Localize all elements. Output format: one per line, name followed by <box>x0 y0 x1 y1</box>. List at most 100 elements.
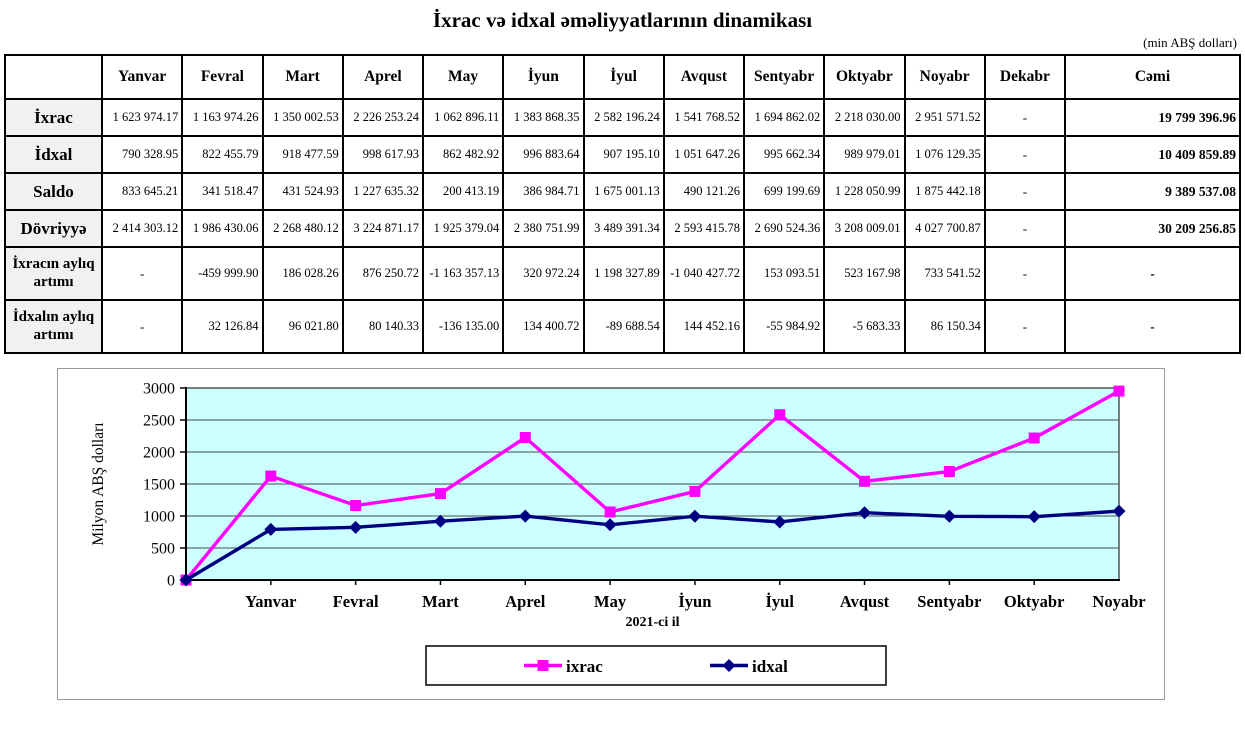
table-header: Yanvar Fevral Mart Aprel May İyun İyul Avqust Se… <box>4 54 1241 100</box>
column-header: Dekabr <box>983 54 1067 100</box>
row-label: İdxal <box>4 135 103 174</box>
value-cell: - <box>100 246 184 301</box>
value-cell: 1 163 974.26 <box>181 98 264 137</box>
y-tick-label: 500 <box>151 541 175 558</box>
value-cell: 2 380 751.99 <box>502 209 585 248</box>
value-cell: 2 268 480.12 <box>261 209 344 248</box>
value-cell: 86 150.34 <box>903 299 986 354</box>
ixrac-marker <box>689 485 701 497</box>
row-label: İdxalın aylıq artımı <box>4 299 103 354</box>
y-tick-label: 1000 <box>143 509 175 526</box>
value-cell: 1 076 129.35 <box>903 135 986 174</box>
value-cell: 1 986 430.06 <box>181 209 264 248</box>
idxal-marker <box>858 506 872 520</box>
value-cell: - <box>1064 299 1241 354</box>
x-tick-label: İyul <box>766 592 795 611</box>
x-tick-label: Oktyabr <box>1004 592 1065 611</box>
row-label: Saldo <box>4 172 103 211</box>
unit-note: (min ABŞ dolları) <box>1143 35 1237 50</box>
x-tick-label: Fevral <box>333 592 379 611</box>
value-cell: 1 875 442.18 <box>903 172 986 211</box>
idxal-marker <box>1112 504 1126 518</box>
value-cell: 2 218 030.00 <box>823 98 906 137</box>
value-cell: - <box>983 299 1067 354</box>
x-axis-labels: Yanvar Fevral Mart Aprel May İyun İyul Avqust Se… <box>245 580 1146 611</box>
column-header: Cəmi <box>1064 54 1241 100</box>
ixrac-marker <box>1028 432 1040 444</box>
column-header: İyun <box>502 54 585 100</box>
value-cell: 1 383 868.35 <box>502 98 585 137</box>
table-row: İxrac 1 623 974.17 1 163 974.26 1 350 002.5… <box>4 98 1241 137</box>
value-cell: -5 683.33 <box>823 299 906 354</box>
value-cell: 1 198 327.89 <box>582 246 665 301</box>
value-cell: - <box>983 98 1067 137</box>
x-tick-label: İyun <box>678 592 711 611</box>
column-header: İyul <box>582 54 665 100</box>
value-cell: 862 482.92 <box>421 135 505 174</box>
table-row: İdxalın aylıq artımı -32 126.84 96 021.80 8… <box>4 299 1241 354</box>
value-cell: 918 477.59 <box>261 135 344 174</box>
value-cell: 490 121.26 <box>662 172 746 211</box>
value-cell: 9 389 537.08 <box>1064 172 1241 211</box>
value-cell: 32 126.84 <box>181 299 264 354</box>
idxal-marker <box>264 522 278 536</box>
chart-legend: ixrac idxal <box>425 645 887 686</box>
row-label: İxracın aylıq artımı <box>4 246 103 301</box>
table-body: İxrac 1 623 974.17 1 163 974.26 1 350 002.5… <box>4 98 1241 354</box>
value-cell: 1 694 862.02 <box>742 98 826 137</box>
value-cell: 1 062 896.11 <box>421 98 505 137</box>
value-cell: 30 209 256.85 <box>1064 209 1241 248</box>
ixrac-marker <box>537 660 549 671</box>
value-cell: 144 452.16 <box>662 299 746 354</box>
value-cell: 2 414 303.12 <box>100 209 184 248</box>
column-header: Noyabr <box>903 54 986 100</box>
value-cell: 3 489 391.34 <box>582 209 665 248</box>
value-cell: 386 984.71 <box>502 172 585 211</box>
x-tick-label: Sentyabr <box>917 592 981 611</box>
page-title: İxrac və idxal əməliyyatlarının dinamika… <box>432 8 813 32</box>
value-cell: -136 135.00 <box>421 299 505 354</box>
y-tick-label: 1500 <box>143 477 175 494</box>
value-cell: 1 228 050.99 <box>823 172 906 211</box>
idxal-marker <box>942 509 956 523</box>
idxal-marker <box>349 520 363 534</box>
value-cell: 1 623 974.17 <box>100 98 184 137</box>
value-cell: 2 582 196.24 <box>582 98 665 137</box>
value-cell: 1 051 647.26 <box>662 135 746 174</box>
legend-item-ixrac: ixrac <box>524 657 603 676</box>
x-tick-label: Aprel <box>505 592 545 611</box>
value-cell: -1 163 357.13 <box>421 246 505 301</box>
value-cell: - <box>983 209 1067 248</box>
x-tick-label: May <box>594 592 627 611</box>
idxal-marker <box>518 509 532 523</box>
ixrac-marker <box>859 475 871 487</box>
ixrac-marker <box>604 506 616 518</box>
value-cell: 186 028.26 <box>261 246 344 301</box>
column-header: Yanvar <box>100 54 184 100</box>
y-tick-label: 2000 <box>143 445 175 462</box>
value-cell: 2 226 253.24 <box>341 98 425 137</box>
column-header: Oktyabr <box>823 54 906 100</box>
y-tick-label: 2500 <box>143 413 175 430</box>
column-header: Aprel <box>341 54 425 100</box>
table-row: İxracın aylıq artımı - -459 999.90 186 028.… <box>4 246 1241 301</box>
idxal-marker <box>433 514 447 528</box>
column-header: May <box>421 54 505 100</box>
value-cell: - <box>1064 246 1241 301</box>
value-cell: 3 208 009.01 <box>823 209 906 248</box>
ixrac-marker <box>265 470 277 482</box>
ixrac-marker <box>774 409 786 421</box>
column-header: Fevral <box>181 54 264 100</box>
x-tick-label: Avqust <box>840 592 890 611</box>
table-row: Dövriyyə 2 414 303.12 1 986 430.06 2 268 48… <box>4 209 1241 248</box>
x-tick-label: Noyabr <box>1092 592 1145 611</box>
legend-label: idxal <box>752 657 788 676</box>
legend-label: ixrac <box>566 657 603 676</box>
row-label: Dövriyyə <box>4 209 103 248</box>
value-cell: -1 040 427.72 <box>662 246 746 301</box>
chart-container: 0 500 1000 1500 2000 2500 3000 Yanvar Fevral Mart… <box>57 368 1165 700</box>
value-cell: 998 617.93 <box>341 135 425 174</box>
value-cell: -89 688.54 <box>582 299 665 354</box>
y-axis-title: Milyon ABŞ dolları <box>90 422 107 546</box>
value-cell: 431 524.93 <box>261 172 344 211</box>
